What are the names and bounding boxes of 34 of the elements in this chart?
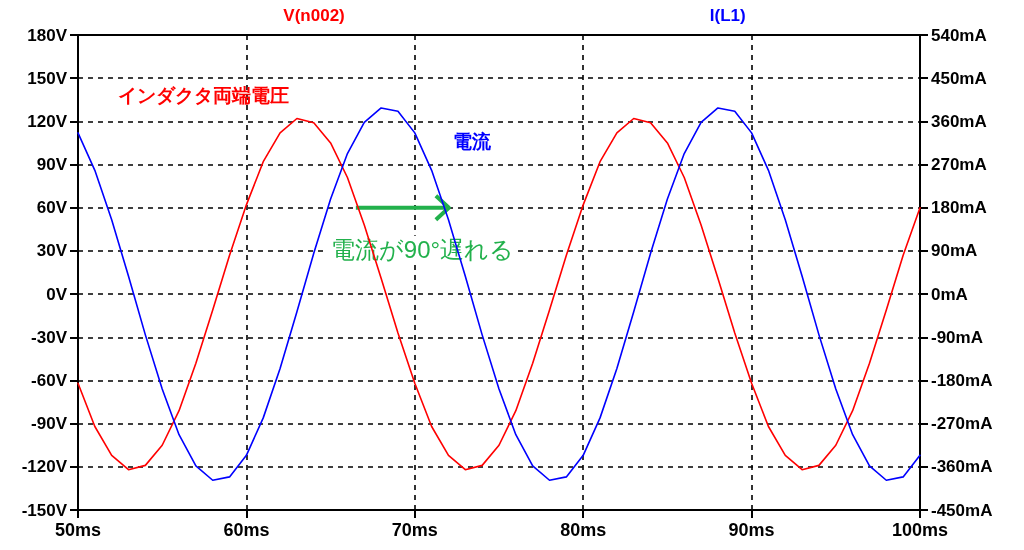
text: I(L1) [709, 6, 746, 25]
y2-tick-label: 0mA [931, 284, 968, 304]
x-tick-label: 50ms [54, 520, 102, 540]
x-tick-label: 100ms [891, 520, 949, 540]
y-tick-label: 60V [36, 198, 68, 218]
y-tick-label: -30V [31, 327, 68, 347]
x-tick-label: 60ms [223, 520, 270, 540]
annotation: インダクタ両端電圧 [118, 85, 289, 106]
x-tick-label: 90ms [728, 520, 775, 540]
y2-tick-label: 450mA [931, 68, 987, 88]
y-tick-label: 180V [27, 25, 68, 45]
x-tick-label: 70ms [391, 520, 438, 540]
x-tick-label: 80ms [560, 520, 607, 540]
y2-tick-label: 90mA [931, 241, 978, 261]
y2-tick-label: -90mA [931, 327, 983, 347]
annotation: 電流 [453, 131, 492, 152]
text: V(n002) [283, 6, 345, 25]
y-tick-label: 120V [27, 111, 68, 131]
y2-tick-label: 180mA [931, 198, 987, 218]
y2-tick-label: 270mA [931, 155, 987, 175]
y-tick-label: -60V [31, 370, 68, 390]
y2-tick-label: 540mA [931, 25, 987, 45]
y-tick-label: -90V [31, 414, 68, 434]
y2-tick-label: -180mA [931, 370, 993, 390]
y-tick-label: 30V [36, 241, 68, 261]
y2-tick-label: -450mA [931, 500, 993, 520]
y-tick-label: -120V [21, 457, 68, 477]
y2-tick-label: -360mA [931, 457, 993, 477]
y2-tick-label: -270mA [931, 414, 993, 434]
y-tick-label: 0V [46, 284, 68, 304]
y-tick-label: 90V [36, 155, 68, 175]
y-tick-label: -150V [21, 500, 68, 520]
y2-tick-label: 360mA [931, 111, 987, 131]
y-tick-label: 150V [27, 68, 68, 88]
